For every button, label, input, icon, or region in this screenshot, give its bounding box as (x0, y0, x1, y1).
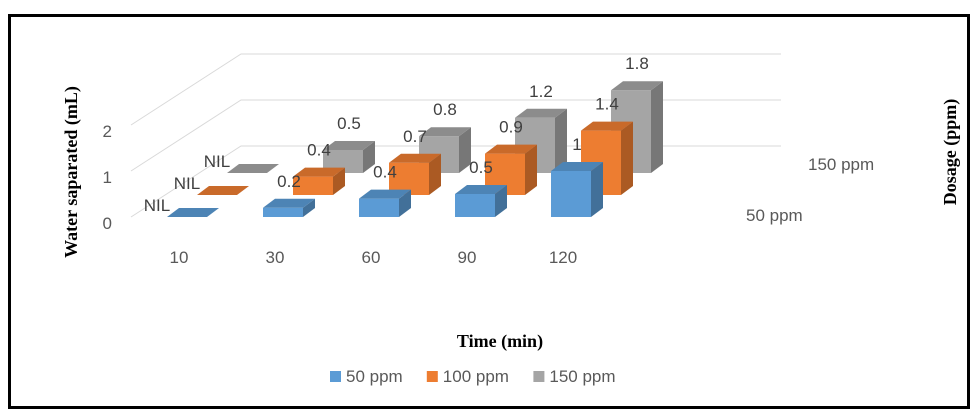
data-label: NIL (174, 174, 200, 193)
bar-150-ppm-30 (323, 141, 375, 173)
data-label: 0.8 (433, 100, 457, 119)
legend-label: 150 ppm (549, 367, 615, 386)
bar-side-face (333, 167, 345, 195)
legend-item: 150 ppm (533, 367, 616, 386)
bar-top-face (611, 81, 663, 91)
y-tick-label: 2 (103, 122, 112, 141)
data-label: 1.8 (625, 54, 649, 73)
x-tick-label: 30 (266, 248, 285, 267)
bar-top-face (389, 153, 441, 163)
data-label: 0.4 (373, 163, 397, 182)
bar-50-ppm-90 (455, 185, 507, 217)
legend-label: 100 ppm (443, 367, 509, 386)
bar-side-face (591, 162, 603, 217)
bar-side-face (363, 141, 375, 173)
legend-swatch (330, 371, 341, 382)
legend-item: 50 ppm (330, 367, 403, 386)
bar-front-face (485, 153, 525, 195)
y-tick-label: 0 (103, 214, 112, 233)
data-label: 0.2 (277, 172, 301, 191)
bar-top-face (167, 208, 219, 217)
data-label: 1.2 (529, 82, 553, 101)
bar-50-ppm-120 (551, 162, 603, 217)
data-label: 0.7 (403, 127, 427, 146)
bar-100-ppm-90 (485, 144, 537, 195)
x-tick-label: 10 (170, 248, 189, 267)
y-axis-title: Water saparated (mL) (61, 86, 82, 258)
z-axis-ticks: 50 ppm 150 ppm (746, 155, 874, 225)
bar-top-face (455, 185, 507, 194)
data-label: 0.4 (307, 141, 331, 160)
bar-50-ppm-10 (167, 208, 219, 217)
bar-top-face (359, 189, 411, 199)
data-label: 0.5 (469, 158, 493, 177)
data-label: 1.4 (595, 95, 619, 114)
z-tick-label: 50 ppm (746, 206, 803, 225)
bar-front-face (551, 171, 591, 217)
bar-top-face (227, 164, 279, 173)
z-axis-title: Dosage (ppm) (940, 99, 961, 206)
data-label: 1 (572, 135, 581, 154)
bar-top-face (323, 141, 375, 150)
bar-side-face (495, 185, 507, 217)
x-axis-ticks: 10 30 60 90 120 (170, 248, 578, 267)
bar-front-face (455, 194, 495, 217)
legend: 50 ppm 100 ppm 150 ppm (330, 367, 616, 386)
bar-top-face (485, 144, 537, 154)
legend-item: 100 ppm (426, 367, 509, 386)
gridline (130, 99, 781, 172)
y-tick-label: 1 (103, 168, 112, 187)
gridline (130, 53, 781, 126)
bar-chart-3d: NIL 0.5 0.8 1.2 1.8 NIL 0.4 0.7 0.9 1.4 NIL 0.2 0.4 0… (61, 53, 961, 386)
bar-100-ppm-10 (197, 186, 249, 195)
legend-label: 50 ppm (346, 367, 403, 386)
bar-top-face (419, 127, 471, 137)
bar-top-face (197, 186, 249, 195)
bar-side-face (621, 121, 633, 195)
bars (167, 81, 663, 217)
bar-front-face (389, 162, 429, 195)
z-tick-label: 150 ppm (808, 155, 874, 174)
bar-top-face (263, 198, 315, 208)
bar-100-ppm-60 (389, 153, 441, 195)
bar-top-face (515, 108, 567, 118)
bar-top-face (551, 162, 603, 171)
bar-100-ppm-30 (293, 167, 345, 195)
legend-swatch (426, 371, 438, 382)
bar-front-face (323, 150, 363, 173)
bar-side-face (303, 198, 315, 217)
x-axis-title: Time (min) (457, 331, 543, 352)
data-label: NIL (144, 196, 170, 215)
bar-front-face (263, 207, 303, 217)
data-labels: NIL 0.5 0.8 1.2 1.8 NIL 0.4 0.7 0.9 1.4 NIL 0.2 0.4 0… (144, 54, 649, 215)
x-tick-label: 120 (549, 248, 577, 267)
data-label: 0.9 (499, 118, 523, 137)
data-label: NIL (204, 152, 230, 171)
bar-50-ppm-30 (263, 198, 315, 217)
bar-front-face (293, 176, 333, 195)
legend-swatch (533, 371, 545, 382)
data-label: 0.5 (337, 114, 361, 133)
bar-side-face (651, 81, 663, 173)
bar-50-ppm-60 (359, 189, 411, 217)
bar-side-face (459, 127, 471, 173)
bar-side-face (555, 108, 567, 173)
bar-side-face (525, 144, 537, 195)
x-tick-label: 60 (362, 248, 381, 267)
x-tick-label: 90 (458, 248, 477, 267)
y-axis-ticks: 0 1 2 (103, 122, 112, 233)
bar-front-face (359, 198, 399, 217)
bar-top-face (293, 167, 345, 177)
bar-side-face (399, 189, 411, 217)
bar-top-face (581, 121, 633, 131)
bar-side-face (429, 153, 441, 195)
bar-150-ppm-10 (227, 164, 279, 173)
